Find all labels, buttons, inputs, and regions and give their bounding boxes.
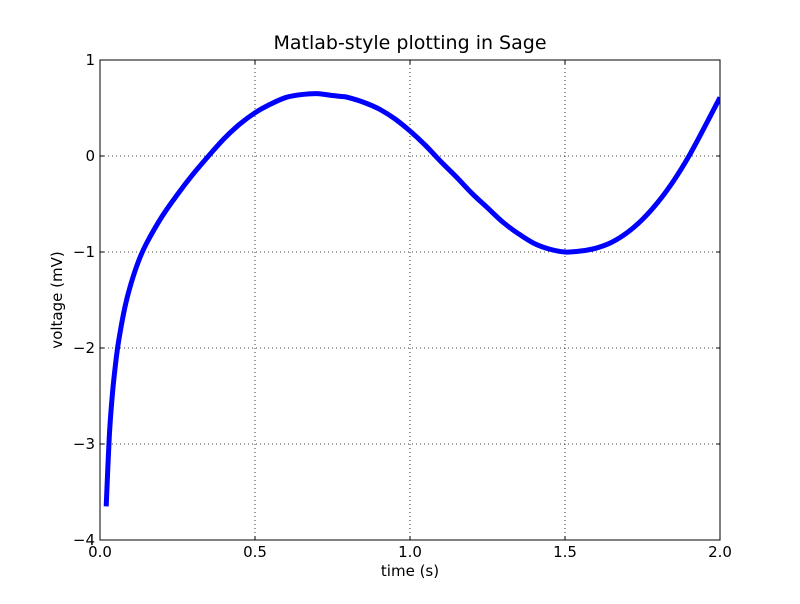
y-tick-label: −1 [73, 243, 95, 261]
x-tick-label: 0.5 [243, 543, 267, 561]
y-tick-label: 1 [85, 51, 95, 69]
y-tick-label: 0 [85, 147, 95, 165]
chart-title: Matlab-style plotting in Sage [273, 32, 546, 54]
grid-lines [100, 60, 720, 540]
y-tick-label: −2 [73, 339, 95, 357]
y-tick-label: −4 [73, 531, 95, 549]
x-tick-label: 2.0 [708, 543, 732, 561]
x-tick-label: 0.0 [88, 543, 112, 561]
x-tick-label: 1.5 [553, 543, 577, 561]
x-axis-label: time (s) [381, 562, 439, 580]
series-layer [103, 91, 720, 507]
series-line [103, 91, 720, 507]
y-axis-label: voltage (mV) [48, 251, 66, 348]
x-tick-label: 1.0 [398, 543, 422, 561]
y-tick-label: −3 [73, 435, 95, 453]
tick-marks [99, 59, 721, 541]
tick-labels: 0.0 0.5 1.0 1.5 2.0 −4 −3 −2 −1 0 1 [73, 51, 732, 561]
